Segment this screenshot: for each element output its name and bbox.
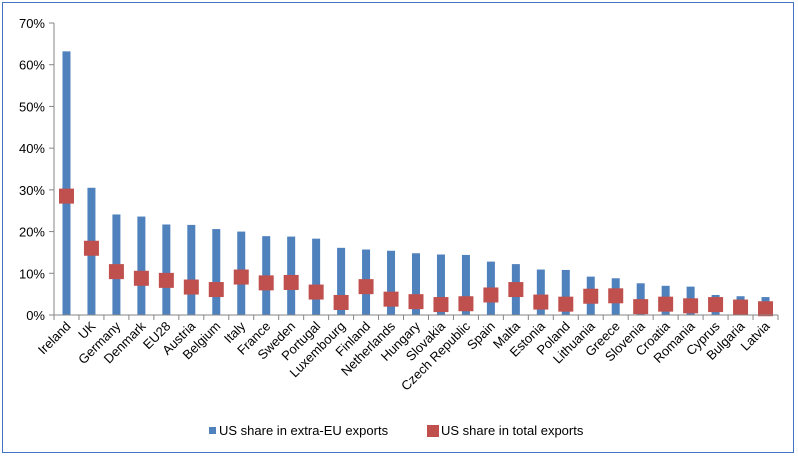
square-marker <box>383 291 399 307</box>
square-marker <box>83 240 99 256</box>
legend-bar-swatch <box>209 427 216 434</box>
square-marker <box>608 288 624 304</box>
square-marker <box>633 299 649 315</box>
bar <box>62 51 71 315</box>
bar <box>412 253 420 315</box>
x-tick-label: Spain <box>464 319 498 353</box>
square-marker <box>158 272 174 288</box>
square-marker <box>408 294 424 310</box>
square-marker <box>658 296 674 312</box>
square-marker <box>733 299 749 315</box>
square-marker <box>433 297 449 313</box>
square-marker <box>183 279 199 295</box>
chart-frame <box>2 2 794 453</box>
square-marker <box>483 287 499 303</box>
bar <box>337 247 346 315</box>
square-marker <box>108 264 124 280</box>
square-marker <box>458 296 474 312</box>
y-tick-label: 40% <box>19 141 45 156</box>
legend: US share in extra-EU exports US share in … <box>209 423 584 438</box>
y-tick-label: 10% <box>19 266 45 281</box>
square-marker <box>258 275 274 291</box>
bar <box>187 224 196 315</box>
legend-label: US share in extra-EU exports <box>219 423 389 438</box>
x-tick-label: Ireland <box>35 319 74 358</box>
y-tick-label: 0% <box>26 308 45 323</box>
bar <box>636 283 645 315</box>
square-marker <box>558 296 574 312</box>
square-marker <box>58 188 74 204</box>
y-axis: 0% 10% 20% 30% 40% 50% 60% 70% <box>19 16 55 323</box>
square-marker <box>708 297 724 313</box>
x-axis: Ireland UKGermanyDenmarkEU28AustriaBelgiu… <box>35 314 779 394</box>
square-marker <box>333 294 349 310</box>
square-marker <box>533 294 549 310</box>
y-tick-label: 60% <box>19 58 45 73</box>
square-marker <box>358 279 374 295</box>
y-tick-label: 50% <box>19 99 45 114</box>
x-tick-label: Latvia <box>737 318 773 354</box>
y-tick-label: 20% <box>19 225 45 240</box>
bar <box>212 229 221 315</box>
bar <box>387 250 396 315</box>
legend-label: US share in total exports <box>441 423 584 438</box>
bar <box>436 254 445 315</box>
square-marker <box>508 282 524 298</box>
bar <box>561 269 570 315</box>
square-marker <box>308 284 324 300</box>
y-tick-label: 70% <box>19 16 45 31</box>
square-marker <box>208 282 224 298</box>
bar <box>312 238 321 315</box>
bar <box>461 254 470 315</box>
square-marker <box>133 270 149 286</box>
square-marker <box>683 298 699 314</box>
bar <box>137 216 146 315</box>
legend-marker-swatch <box>427 425 439 437</box>
marker-series <box>58 188 774 317</box>
square-marker <box>583 288 599 304</box>
bar <box>536 269 545 315</box>
square-marker <box>283 274 299 290</box>
square-marker <box>233 269 249 285</box>
y-tick-label: 30% <box>19 183 45 198</box>
bar <box>162 224 171 315</box>
square-marker <box>758 301 774 317</box>
